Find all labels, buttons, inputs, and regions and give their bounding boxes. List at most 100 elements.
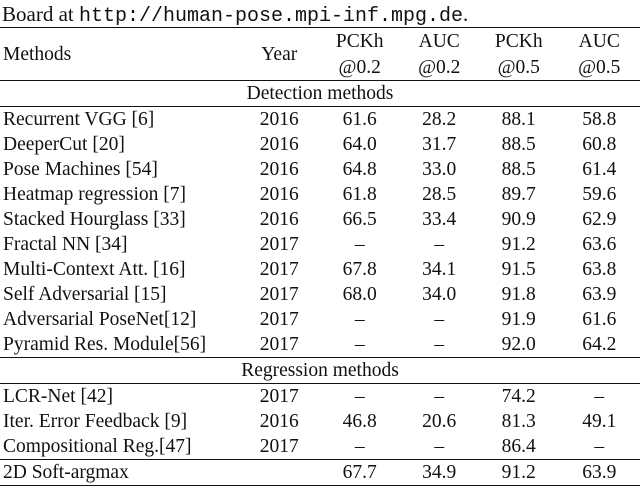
header-pckh05-bottom: @0.5 (497, 56, 540, 78)
cell-auc05: 60.8 (582, 133, 617, 155)
cell-auc05: 61.6 (582, 308, 617, 330)
cell-method: DeeperCut [20] (3, 133, 125, 155)
header-pckh05-top: PCKh (478, 27, 559, 54)
cell-pckh02: 64.0 (342, 133, 377, 155)
cell-method: Pose Machines [54] (3, 158, 158, 180)
cell-pckh05: 88.1 (478, 106, 559, 132)
cell-pckh05: 91.2 (501, 233, 536, 255)
cell-pckh02-ours: 67.7 (319, 459, 400, 486)
table-row: Compositional Reg.[47] 2017 – – 86.4 – (0, 434, 640, 460)
cell-pckh02: – (354, 435, 365, 457)
cell-pckh02: – (354, 233, 365, 255)
cell-auc02: – (434, 233, 445, 255)
table-row: Pose Machines [54] 2016 64.8 33.0 88.5 6… (0, 157, 640, 182)
cell-pckh02: 61.8 (342, 183, 377, 205)
table-row: Recurrent VGG [6] 2016 61.6 28.2 88.1 58… (0, 106, 640, 132)
cell-year: 2017 (238, 383, 320, 409)
header-auc02-top: AUC (399, 27, 479, 54)
cell-pckh02: 67.8 (342, 258, 377, 280)
cell-year: 2017 (259, 258, 299, 280)
cell-auc02: 28.2 (399, 106, 479, 132)
section-label-detection: Detection methods (0, 80, 640, 107)
cell-pckh02: 61.6 (319, 106, 400, 132)
cell-year-ours (238, 459, 320, 486)
cell-year: 2017 (259, 233, 299, 255)
table-row: Fractal NN [34] 2017 – – 91.2 63.6 (0, 232, 640, 257)
cell-auc02: 33.0 (422, 158, 457, 180)
cell-year: 2017 (259, 283, 299, 305)
cell-pckh02-best: 68.0 (342, 283, 377, 305)
cell-auc02-best: 34.1 (422, 258, 457, 280)
cell-auc02: – (434, 308, 445, 330)
cell-auc02: 28.5 (422, 183, 457, 205)
cell-auc05-ours: 63.9 (558, 459, 640, 486)
cell-pckh02: – (354, 308, 365, 330)
cell-auc02: – (399, 383, 479, 409)
leaderboard-url[interactable]: http://human-pose.mpi-inf.mpg.de (78, 5, 464, 28)
cell-year: 2017 (259, 435, 299, 457)
results-table: Methods Year PCKh AUC PCKh AUC @0.2 @0.2… (0, 27, 640, 486)
cell-pckh05: 88.5 (501, 158, 536, 180)
table-row: Pyramid Res. Module[56] 2017 – – 92.0 64… (0, 332, 640, 358)
cell-method: Iter. Error Feedback [9] (3, 410, 188, 432)
cell-year: 2016 (259, 133, 299, 155)
cell-auc05: – (594, 435, 605, 457)
cell-pckh05-ours: 91.2 (478, 459, 559, 486)
cell-method: Compositional Reg.[47] (3, 435, 192, 457)
cell-pckh05: 91.8 (501, 283, 536, 305)
cell-pckh05-best: 92.0 (501, 333, 536, 355)
header-auc02-bottom: @0.2 (418, 56, 461, 78)
cell-pckh05: 91.9 (501, 308, 536, 330)
table-row: Self Adversarial [15] 2017 68.0 34.0 91.… (0, 282, 640, 307)
table-row: Iter. Error Feedback [9] 2016 46.8 20.6 … (0, 409, 640, 434)
cell-method: Self Adversarial [15] (3, 283, 167, 305)
cell-pckh05: 89.7 (501, 183, 536, 205)
cell-pckh05: 88.5 (501, 133, 536, 155)
cell-auc02: 33.4 (422, 208, 457, 230)
cell-pckh02: – (354, 333, 365, 355)
cell-method: Heatmap regression [7] (3, 183, 187, 205)
cell-auc05: 59.6 (582, 183, 617, 205)
cell-pckh05: 91.5 (501, 258, 536, 280)
cell-auc05-best: 64.2 (582, 333, 617, 355)
section-detection: Detection methods (0, 80, 640, 107)
cell-auc05: 61.4 (582, 158, 617, 180)
table-row: Stacked Hourglass [33] 2016 66.5 33.4 90… (0, 207, 640, 232)
cell-method: Recurrent VGG [6] (0, 106, 239, 132)
cell-year: 2016 (259, 183, 299, 205)
cell-auc02: 34.0 (422, 283, 457, 305)
section-label-regression: Regression methods (0, 357, 640, 384)
caption-suffix: . (463, 2, 469, 26)
cell-method: Stacked Hourglass [33] (3, 208, 186, 230)
cell-auc05: 58.8 (558, 106, 640, 132)
cell-year: 2017 (259, 308, 299, 330)
cell-auc05: 63.6 (582, 233, 617, 255)
cell-pckh05: 81.3 (501, 410, 536, 432)
cell-year: 2016 (259, 208, 299, 230)
cell-year: 2016 (259, 410, 299, 432)
cell-method-ours: 2D Soft-argmax (0, 459, 239, 486)
cell-method: Fractal NN [34] (3, 233, 128, 255)
table-row-ours: 2D Soft-argmax 67.7 34.9 91.2 63.9 (0, 459, 640, 486)
cell-auc02: 20.6 (422, 410, 457, 432)
header-auc05-bottom: @0.5 (578, 56, 621, 78)
section-regression: Regression methods (0, 357, 640, 384)
table-row: LCR-Net [42] 2017 – – 74.2 – (0, 383, 640, 409)
cell-auc02: 31.7 (422, 133, 457, 155)
cell-auc02: – (434, 333, 445, 355)
table-row: Adversarial PoseNet[12] 2017 – – 91.9 61… (0, 307, 640, 332)
cell-year: 2017 (259, 333, 299, 355)
cell-pckh05: 90.9 (501, 208, 536, 230)
header-row-2: @0.2 @0.2 @0.5 @0.5 (0, 54, 640, 81)
table-row: Multi-Context Att. [16] 2017 67.8 34.1 9… (0, 257, 640, 282)
cell-pckh02: – (319, 383, 400, 409)
header-year: Year (238, 27, 320, 81)
caption-tail: Board at http://human-pose.mpi-inf.mpg.d… (2, 0, 468, 28)
cell-method: Adversarial PoseNet[12] (3, 308, 197, 330)
cell-pckh05: 86.4 (501, 435, 536, 457)
cell-auc05: 63.8 (582, 258, 617, 280)
cell-year: 2016 (259, 158, 299, 180)
caption-prefix: Board at (2, 2, 79, 26)
header-pckh02-top: PCKh (319, 27, 400, 54)
cell-year: 2016 (238, 106, 320, 132)
